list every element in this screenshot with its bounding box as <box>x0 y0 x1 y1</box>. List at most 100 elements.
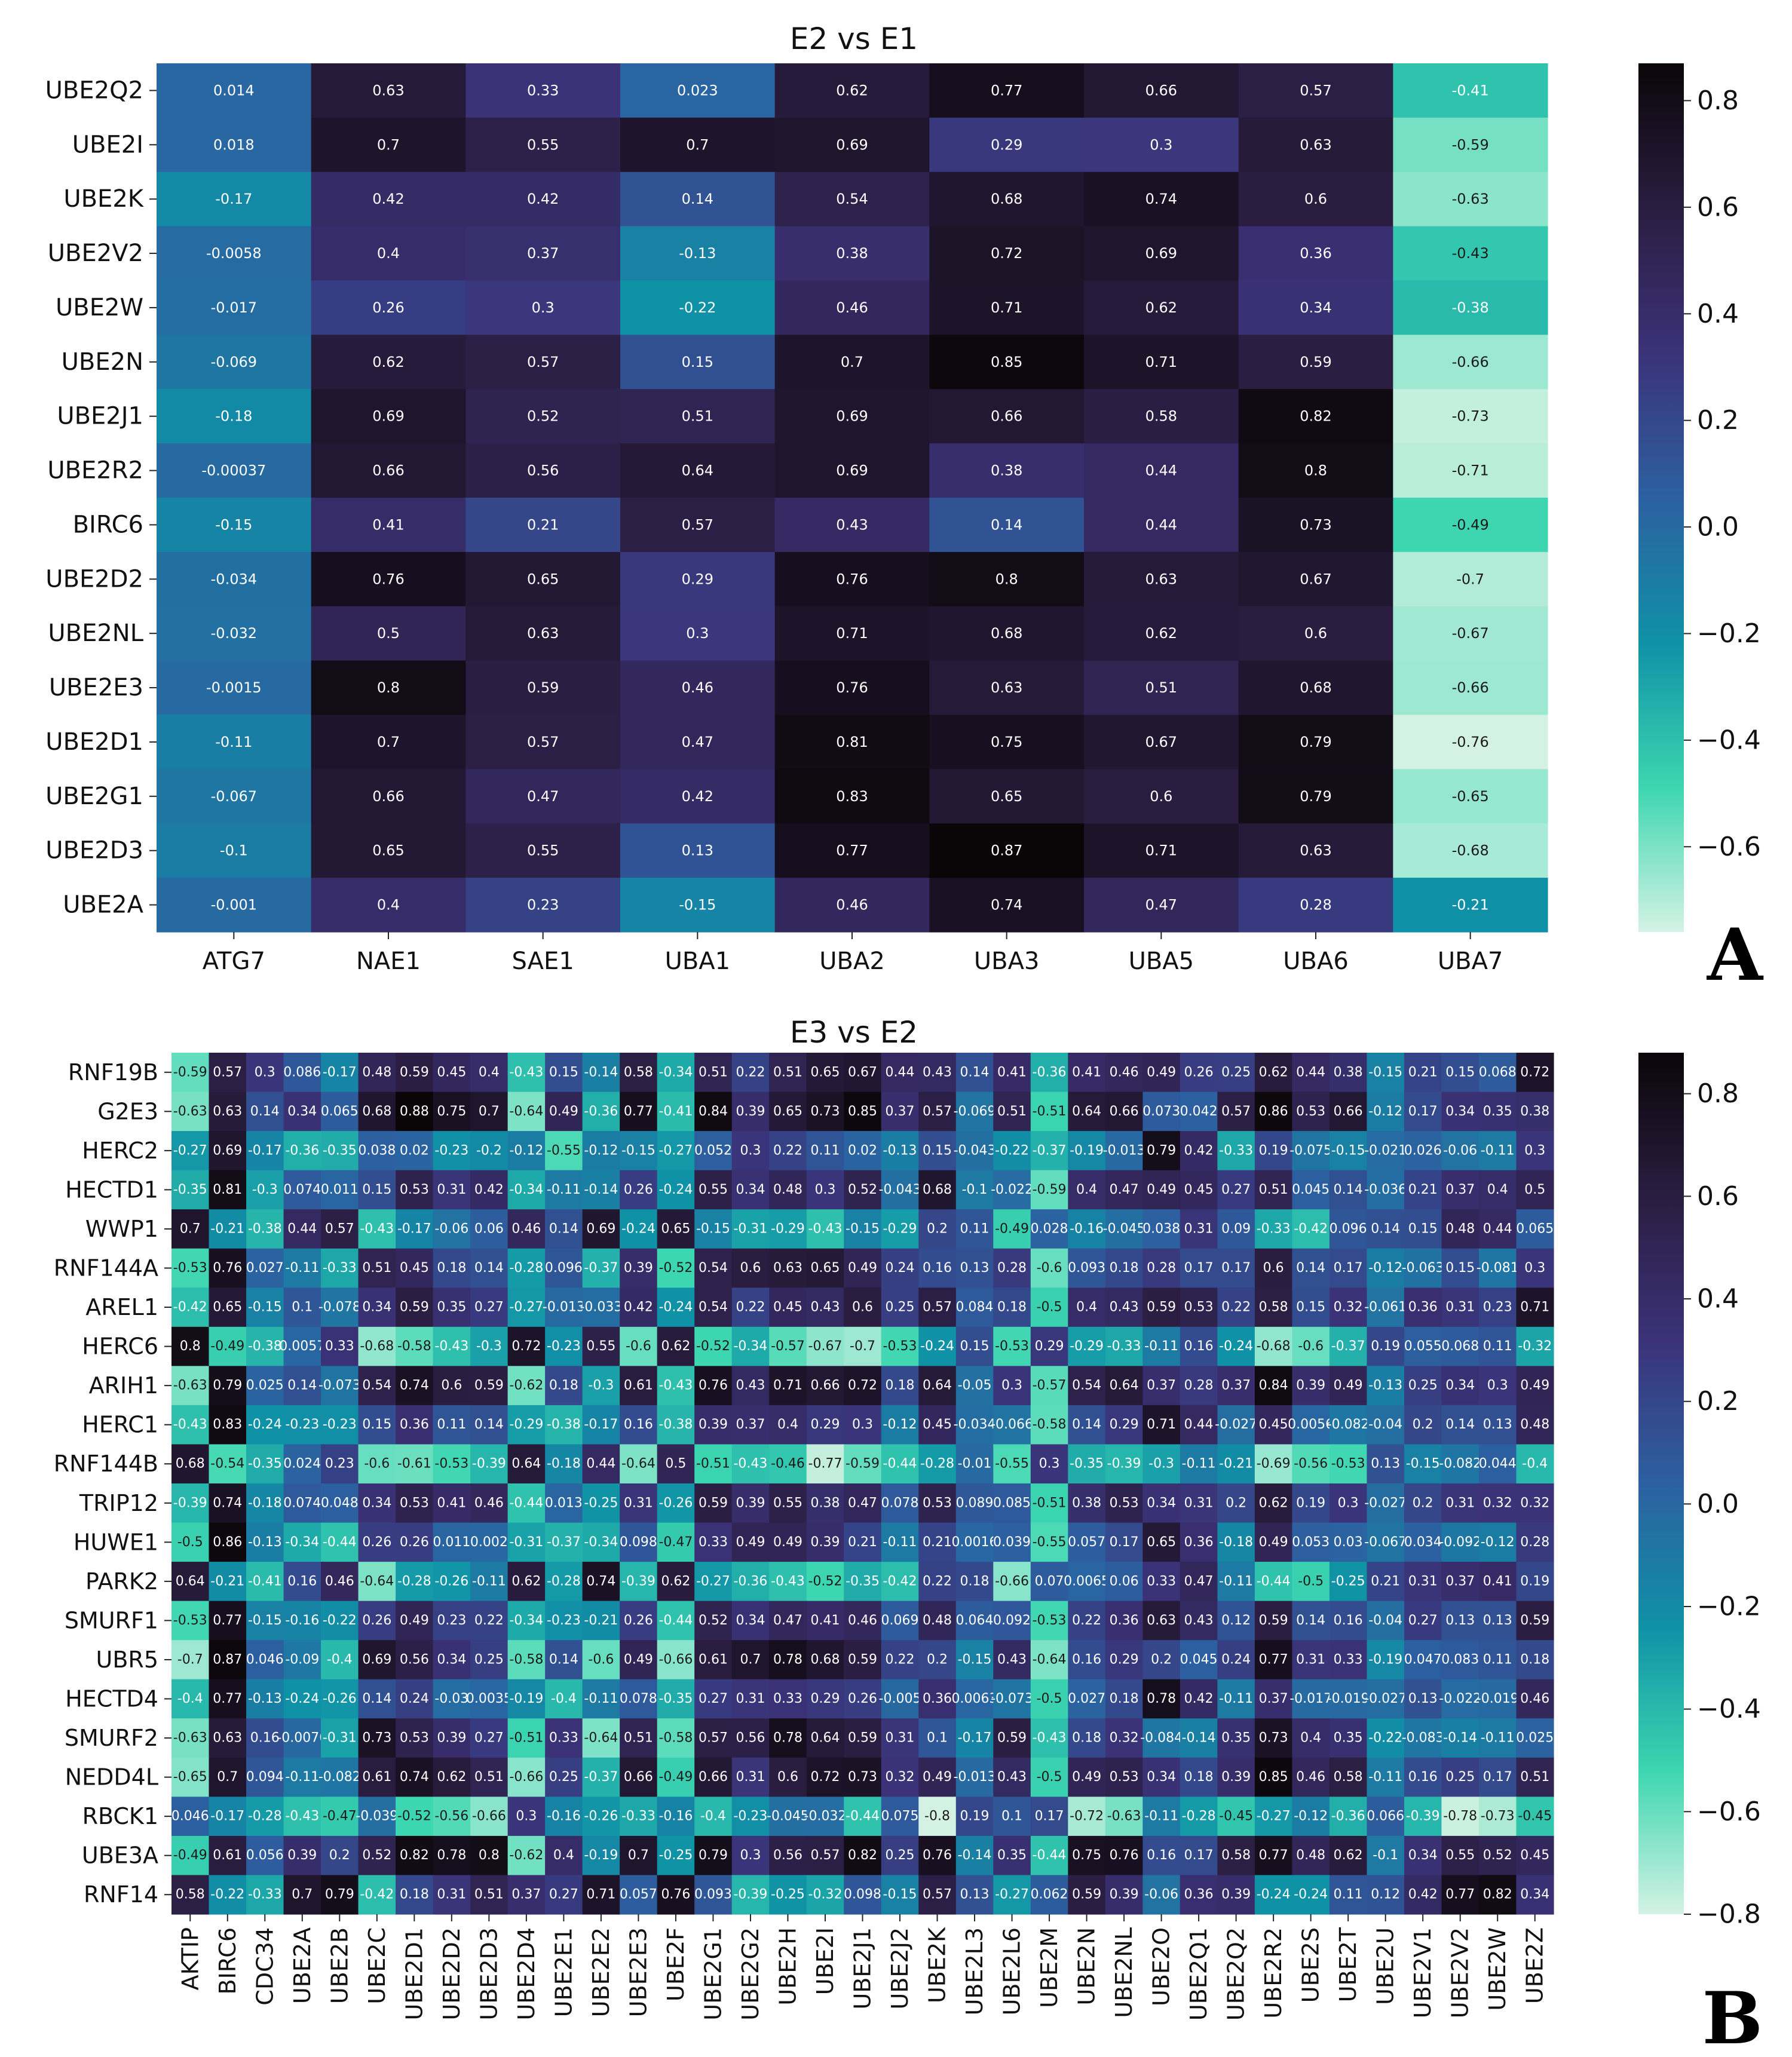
cell-value-label: -0.7 <box>850 1339 875 1354</box>
cell-value-label: 0.51 <box>474 1770 504 1785</box>
cell-value-label: -0.35 <box>323 1143 357 1158</box>
cell-value-label: 0.68 <box>362 1104 391 1119</box>
cell-value-label: 0.57 <box>527 354 559 370</box>
heatmap-cell <box>955 1718 994 1758</box>
heatmap-cell <box>470 1679 509 1719</box>
heatmap-cell <box>1068 1287 1106 1328</box>
cell-value-label: 0.0056 <box>1288 1417 1334 1432</box>
heatmap-cell <box>1030 1601 1068 1641</box>
cell-value-label: 0.34 <box>1520 1887 1549 1902</box>
cell-value-label: -0.11 <box>472 1574 506 1589</box>
cell-value-label: -0.017 <box>211 299 257 316</box>
cell-value-label: -0.15 <box>846 1221 880 1236</box>
heatmap-cell <box>396 1718 434 1758</box>
cell-value-label: 0.35 <box>997 1848 1027 1863</box>
heatmap-cell <box>1030 1640 1068 1680</box>
panel-a-label: A <box>1707 913 1764 997</box>
colorbar-tick-label: 0.2 <box>1697 405 1739 436</box>
cell-value-label: -0.59 <box>846 1457 880 1472</box>
cell-value-label: 0.38 <box>810 1495 840 1510</box>
cell-value-label: -0.7 <box>1456 571 1484 587</box>
heatmap-cell <box>246 1601 284 1641</box>
heatmap-cell <box>283 1483 321 1523</box>
cell-value-label: -0.53 <box>434 1457 468 1472</box>
heatmap-cell <box>171 1601 210 1641</box>
cell-value-label: 0.046 <box>171 1809 209 1824</box>
cell-value-label: 0.69 <box>1145 245 1177 262</box>
heatmap-cell <box>507 1209 546 1249</box>
cell-value-label: 0.29 <box>682 571 713 587</box>
cell-value-label: 0.06 <box>1110 1574 1139 1589</box>
heatmap-cell <box>171 1366 210 1406</box>
cell-value-label: -0.35 <box>248 1457 282 1472</box>
heatmap-cell <box>657 1522 695 1562</box>
cell-value-label: 0.17 <box>1035 1809 1064 1824</box>
heatmap-cell <box>1404 1170 1442 1210</box>
heatmap-cell <box>774 443 930 498</box>
heatmap-cell <box>1441 1679 1479 1719</box>
cell-value-label: 0.6 <box>1304 191 1327 207</box>
heatmap-cell <box>433 1483 471 1523</box>
heatmap-cell <box>1084 226 1239 281</box>
cell-value-label: -0.28 <box>920 1457 954 1472</box>
cell-value-label: 0.75 <box>1072 1848 1101 1863</box>
cell-value-label: 0.074 <box>283 1182 321 1197</box>
cell-value-label: 0.74 <box>400 1378 429 1393</box>
colorbar-tick-label: 0.8 <box>1697 1078 1739 1109</box>
heatmap-cell <box>1292 1444 1330 1484</box>
heatmap-cell <box>157 769 312 824</box>
heatmap-cell <box>1105 1444 1143 1484</box>
cell-value-label: 0.26 <box>400 1535 429 1550</box>
cell-value-label: 0.096 <box>1330 1221 1367 1236</box>
cell-value-label: 0.42 <box>682 788 713 805</box>
cell-value-label: 0.51 <box>773 1065 802 1080</box>
heatmap-cell <box>844 1522 882 1562</box>
heatmap-cell <box>1180 1483 1218 1523</box>
heatmap-cell <box>209 1366 247 1406</box>
heatmap-cell <box>171 1170 210 1210</box>
heatmap-cell <box>1142 1287 1181 1328</box>
cell-value-label: 0.19 <box>1259 1143 1288 1158</box>
column-label: UBA7 <box>1438 948 1503 975</box>
heatmap-cell <box>1292 1092 1330 1132</box>
cell-value-label: 0.7 <box>740 1652 761 1667</box>
cell-value-label: -0.42 <box>883 1574 917 1589</box>
cell-value-label: -0.081 <box>1477 1261 1519 1276</box>
cell-value-label: 0.23 <box>527 897 559 913</box>
cell-value-label: -0.77 <box>808 1457 843 1472</box>
cell-value-label: 0.17 <box>1334 1261 1363 1276</box>
heatmap-cell <box>1367 1718 1405 1758</box>
heatmap-cell <box>993 1405 1031 1445</box>
cell-value-label: 0.33 <box>527 82 559 99</box>
cell-value-label: 0.28 <box>1520 1535 1549 1550</box>
cell-value-label: 0.7 <box>377 136 400 153</box>
cell-value-label: -0.3 <box>588 1378 614 1393</box>
cell-value-label: -0.37 <box>584 1770 618 1785</box>
cell-value-label: 0.77 <box>1445 1887 1475 1902</box>
cell-value-label: 0.056 <box>246 1848 284 1863</box>
cell-value-label: -0.5 <box>1037 1770 1062 1785</box>
cell-value-label: 0.18 <box>1072 1731 1101 1746</box>
cell-value-label: 0.34 <box>362 1300 391 1315</box>
cell-value-label: 0.41 <box>997 1065 1027 1080</box>
heatmap-cell <box>620 1170 658 1210</box>
heatmap-cell <box>582 1601 620 1641</box>
heatmap-cell <box>396 1679 434 1719</box>
heatmap-cell <box>545 1053 583 1093</box>
heatmap-cell <box>929 498 1085 553</box>
heatmap-cell <box>1238 498 1393 553</box>
heatmap-cell <box>1217 1053 1255 1093</box>
heatmap-cell <box>769 1287 807 1328</box>
heatmap-cell <box>209 1601 247 1641</box>
heatmap-cell <box>582 1562 620 1602</box>
cell-value-label: 0.45 <box>1259 1417 1288 1432</box>
heatmap-cell <box>470 1601 509 1641</box>
colorbar-tick-label: 0.8 <box>1697 85 1739 116</box>
heatmap-cell <box>1404 1562 1442 1602</box>
heatmap-cell <box>929 389 1085 444</box>
cell-value-label: -0.25 <box>771 1887 805 1902</box>
cell-value-label: 0.22 <box>474 1613 504 1628</box>
cell-value-label: 0.4 <box>777 1417 798 1432</box>
cell-value-label: -0.51 <box>1033 1104 1067 1119</box>
cell-value-label: 0.078 <box>881 1495 919 1510</box>
